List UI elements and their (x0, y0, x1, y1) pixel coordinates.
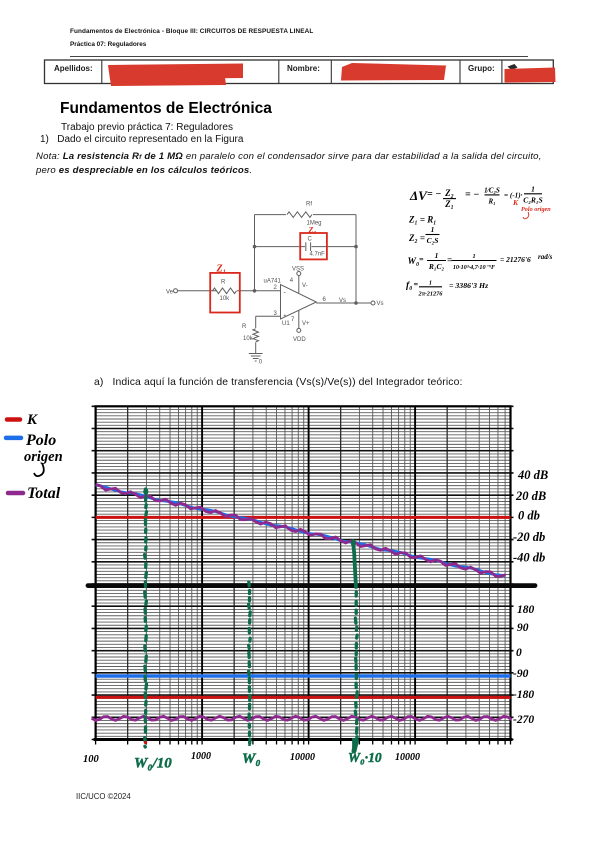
svg-text:40 dB: 40 dB (517, 468, 548, 482)
svg-text:Z₁ = R₁: Z₁ = R₁ (408, 215, 436, 225)
svg-text:1: 1 (531, 184, 535, 193)
svg-text:C: C (308, 237, 313, 243)
svg-text:Z₁: Z₁ (216, 264, 227, 275)
svg-text:Z₂: Z₂ (308, 226, 317, 235)
svg-text:Polo: Polo (25, 432, 56, 449)
svg-text:R: R (221, 280, 226, 286)
svg-text:VSS: VSS (292, 267, 304, 273)
svg-text:R₁C₂: R₁C₂ (428, 262, 445, 271)
svg-text:Vs: Vs (339, 298, 346, 304)
svg-text:= −: = − (427, 189, 441, 200)
svg-text:origen: origen (24, 449, 63, 465)
svg-text:Total: Total (27, 485, 61, 502)
svg-text:R: R (242, 324, 247, 330)
svg-text:Z₂: Z₂ (444, 188, 454, 198)
svg-text:1000: 1000 (191, 751, 211, 762)
svg-text:VDD: VDD (293, 337, 306, 343)
svg-text:=: = (419, 255, 424, 264)
svg-text:=: = (414, 280, 419, 289)
svg-text:V-: V- (302, 283, 308, 289)
svg-text:0 db: 0 db (518, 509, 540, 523)
svg-text:2π·21276: 2π·21276 (418, 290, 444, 297)
svg-text:-270: -270 (513, 714, 534, 726)
svg-text:rad/s: rad/s (538, 253, 553, 261)
svg-text:1: 1 (429, 279, 432, 286)
svg-text:uA741: uA741 (264, 279, 282, 285)
svg-text:= (-1)·: = (-1)· (504, 192, 523, 200)
svg-text:C₂S: C₂S (427, 236, 439, 245)
svg-text:90: 90 (517, 622, 529, 634)
svg-text:10k: 10k (220, 296, 231, 302)
svg-text:-20 db: -20 db (513, 530, 545, 544)
svg-text:= 3386'3 Hz: = 3386'3 Hz (449, 281, 488, 290)
svg-text:1⁄C₂S: 1⁄C₂S (484, 186, 500, 194)
svg-text:V+: V+ (302, 321, 310, 327)
svg-text:Vs: Vs (377, 301, 384, 307)
svg-text:0: 0 (516, 647, 522, 659)
svg-text:2: 2 (274, 285, 278, 291)
svg-text:1: 1 (435, 251, 439, 260)
svg-text:1: 1 (472, 253, 475, 260)
svg-text:K: K (512, 198, 519, 207)
svg-text:W₀·10: W₀·10 (348, 750, 382, 765)
svg-text:= 21276'6: = 21276'6 (500, 255, 531, 264)
svg-text:Z₂ =: Z₂ = (408, 233, 425, 243)
svg-text:Rf: Rf (306, 202, 312, 208)
svg-text:Ve: Ve (166, 289, 174, 295)
svg-text:1: 1 (431, 225, 435, 234)
svg-text:0: 0 (259, 359, 263, 365)
svg-text:7: 7 (291, 317, 295, 323)
svg-text:f₀: f₀ (406, 281, 412, 291)
svg-text:4.7nF: 4.7nF (310, 252, 326, 258)
svg-text:K: K (26, 412, 38, 428)
svg-text:10000: 10000 (290, 752, 315, 763)
svg-text:W₀: W₀ (408, 257, 420, 267)
svg-text:10000: 10000 (395, 752, 420, 763)
svg-text:C₂R₁S: C₂R₁S (523, 195, 542, 204)
svg-text:4: 4 (290, 278, 294, 284)
svg-text:Z₁: Z₁ (444, 199, 454, 209)
svg-text:6: 6 (323, 297, 327, 303)
svg-text:W₀/10: W₀/10 (134, 756, 172, 772)
svg-text:-40 db: -40 db (513, 551, 545, 565)
svg-text:-90: -90 (513, 668, 529, 680)
svg-text:+: + (283, 313, 286, 319)
svg-text:R₁: R₁ (487, 197, 495, 205)
svg-text:20 dB: 20 dB (515, 489, 546, 503)
svg-text:180: 180 (517, 604, 535, 616)
svg-text:10·10³·4,7·10⁻⁹F: 10·10³·4,7·10⁻⁹F (453, 264, 496, 271)
svg-text:3: 3 (274, 311, 278, 317)
svg-text:1Meg: 1Meg (307, 221, 322, 227)
svg-text:= −: = − (465, 190, 479, 201)
svg-text:U1: U1 (282, 321, 290, 327)
svg-text:=: = (447, 255, 452, 265)
svg-text:100: 100 (83, 754, 100, 765)
svg-text:10k: 10k (243, 336, 254, 342)
svg-text:Polo origen: Polo origen (521, 206, 551, 213)
svg-text:W₀: W₀ (242, 751, 261, 767)
svg-text:-: - (284, 289, 287, 296)
svg-text:-180: -180 (513, 689, 534, 701)
svg-text:ΔV: ΔV (409, 188, 428, 203)
